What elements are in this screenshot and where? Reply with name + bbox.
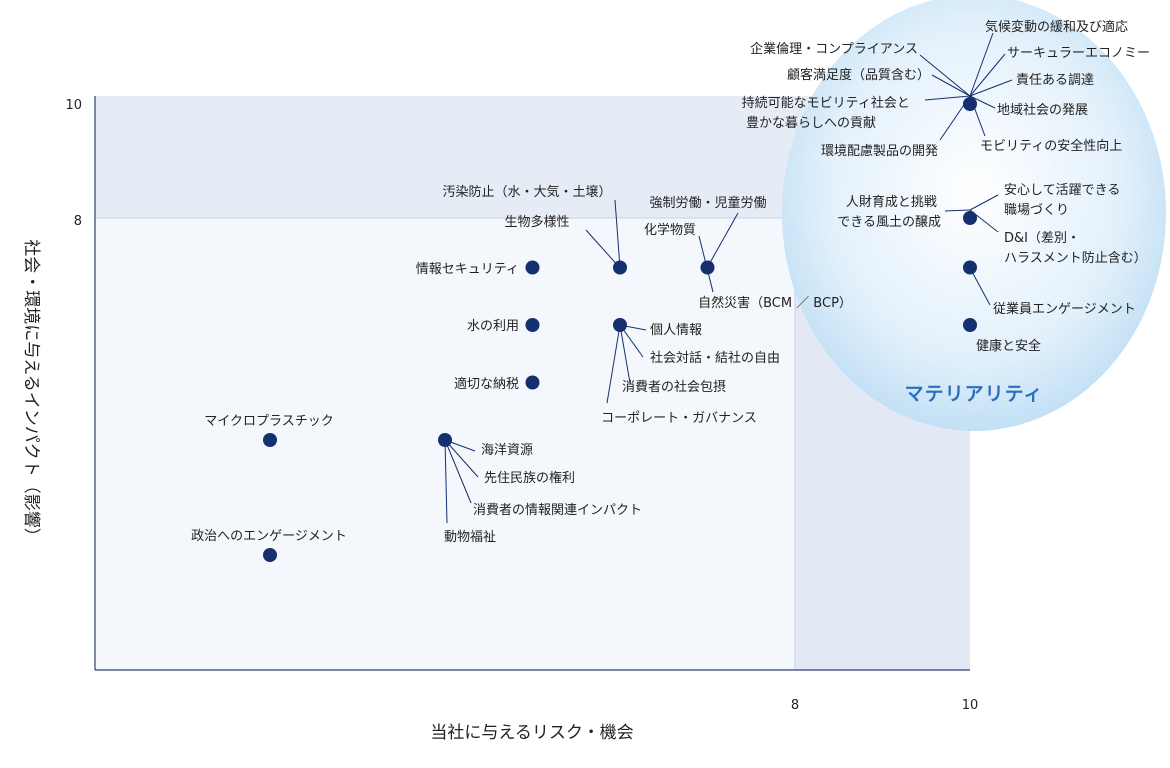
point-label: 強制労働・児童労働 <box>649 195 766 211</box>
leader-lines <box>444 32 1013 524</box>
point-label: 社会対話・結社の自由 <box>650 350 780 366</box>
point-label: 生物多様性 <box>504 214 569 230</box>
data-point <box>263 548 277 562</box>
point-label: 化学物質 <box>644 222 696 238</box>
point-label: サーキュラーエコノミー <box>1007 46 1150 61</box>
data-point <box>700 260 715 275</box>
data-point <box>438 433 452 447</box>
point-label: 消費者の社会包摂 <box>622 379 726 395</box>
data-point <box>963 260 977 275</box>
point-label: 動物福祉 <box>444 530 496 545</box>
point-label: 責任ある調達 <box>1016 73 1094 88</box>
point-label: 従業員エンゲージメント <box>993 301 1136 317</box>
point-label: 情報セキュリティ <box>416 262 519 277</box>
point-label: 企業倫理・コンプライアンス <box>750 41 918 57</box>
point-label: 顧客満足度（品質含む） <box>787 67 930 83</box>
point-label-multiline: 持続可能なモビリティ社会と 豊かな暮らしへの貢献 <box>742 95 914 131</box>
data-point <box>525 318 540 332</box>
materiality-label: マテリアリティ <box>905 383 1044 405</box>
x-tick-label: 8 <box>791 698 799 713</box>
point-label: 先住民族の権利 <box>484 470 575 486</box>
y-tick-label: 10 <box>65 98 82 113</box>
point-label-multiline: 安心して活躍できる 職場づくり <box>1004 183 1125 218</box>
point-label: モビリティの安全性向上 <box>980 138 1122 154</box>
data-point <box>963 318 977 332</box>
point-label: 環境配慮製品の開発 <box>821 144 938 159</box>
data-point <box>963 97 977 111</box>
point-label: 個人情報 <box>650 323 702 338</box>
data-point <box>525 375 540 390</box>
point-label: コーポレート・ガバナンス <box>601 411 757 426</box>
point-label: 汚染防止（水・大気・土壌） <box>442 184 611 200</box>
point-label: 健康と安全 <box>976 338 1041 354</box>
data-point <box>613 318 627 332</box>
x-axis-title: 当社に与えるリスク・機会 <box>430 723 633 743</box>
point-label: 気候変動の緩和及び適応 <box>985 19 1128 35</box>
point-label-multiline: D&I（差別・ ハラスメント防止含む） <box>1004 231 1147 266</box>
point-label: 政治へのエンゲージメント <box>191 529 347 544</box>
y-axis-title: 社会・環境に与えるインパクト（影響） <box>21 239 41 545</box>
point-label-multiline: 人財育成と挑戦 できる風土の醸成 <box>837 194 941 230</box>
point-label: 消費者の情報関連インパクト <box>473 503 642 518</box>
point-label: 水の利用 <box>467 319 519 334</box>
data-point <box>963 211 977 225</box>
data-point <box>613 260 627 275</box>
point-label: 海洋資源 <box>481 443 533 458</box>
point-label: 地域社会の発展 <box>997 102 1088 118</box>
point-label: 適切な納税 <box>454 376 519 392</box>
data-point <box>263 433 277 447</box>
data-point <box>525 260 540 275</box>
data-points <box>263 97 977 562</box>
point-label: 自然災害（BCM ／ BCP） <box>698 295 852 311</box>
point-label: マイクロプラスチック <box>204 414 333 429</box>
x-tick-label: 10 <box>962 698 979 713</box>
point-labels: 気候変動の緩和及び適応 サーキュラーエコノミー 責任ある調達 地域社会の発展 モ… <box>191 19 1150 545</box>
y-tick-label: 8 <box>74 214 82 229</box>
